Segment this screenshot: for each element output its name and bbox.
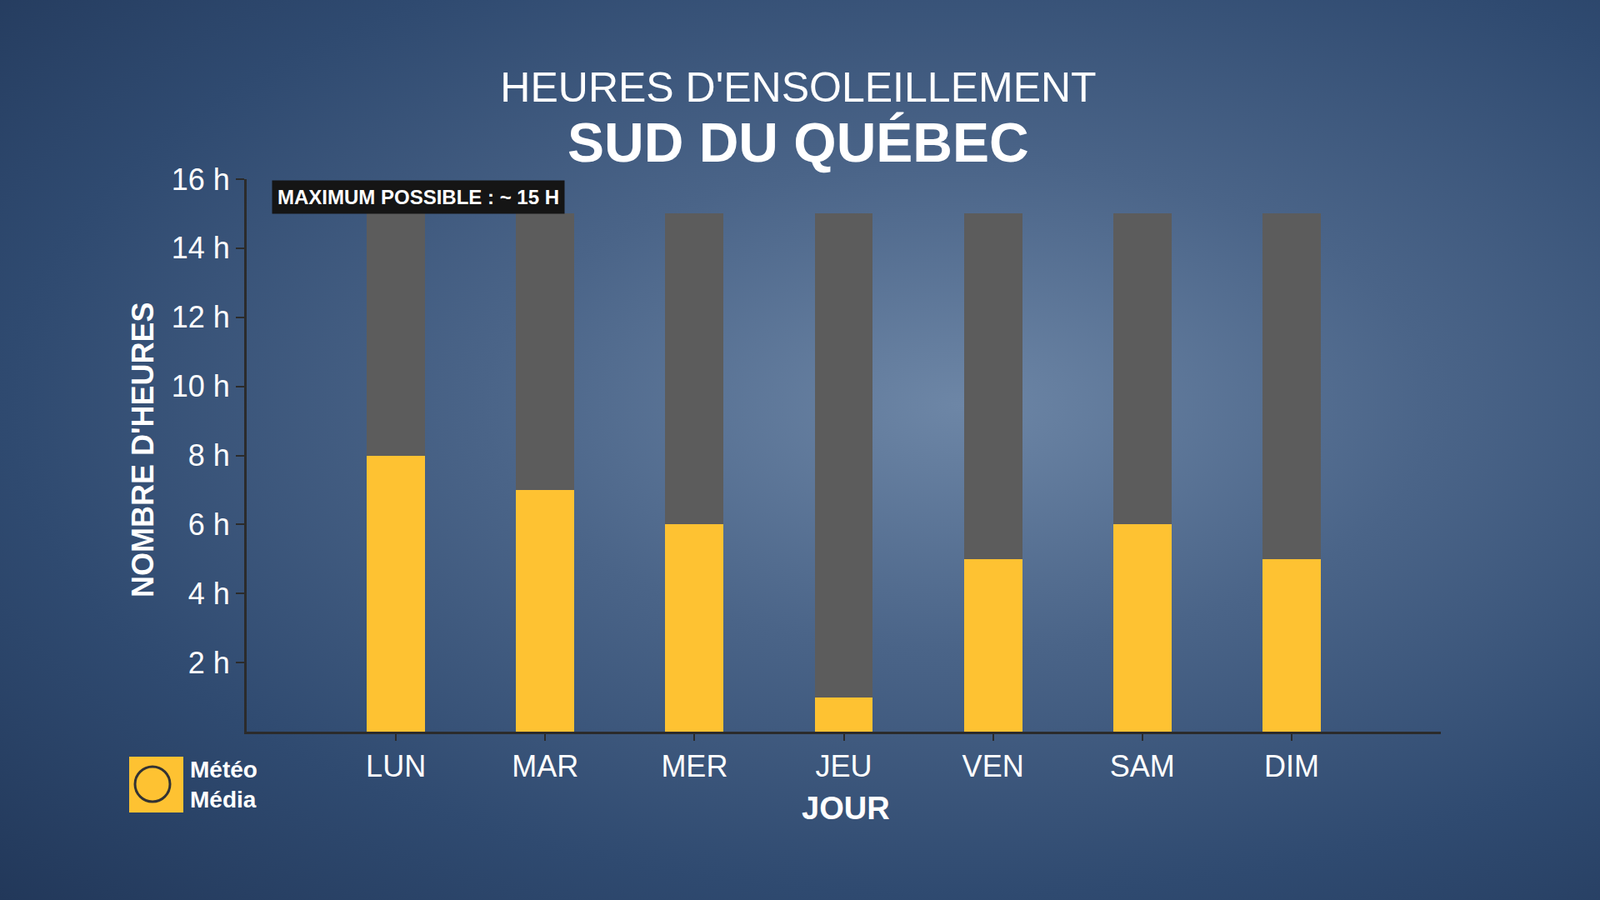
svg-text:VEN: VEN xyxy=(962,749,1025,784)
svg-text:4 h: 4 h xyxy=(188,576,230,611)
svg-text:14 h: 14 h xyxy=(171,230,230,265)
svg-text:2 h: 2 h xyxy=(188,645,230,680)
svg-text:MAR: MAR xyxy=(511,749,579,784)
svg-text:DIM: DIM xyxy=(1264,749,1320,784)
svg-text:HEURES D'ENSOLEILLEMENT: HEURES D'ENSOLEILLEMENT xyxy=(500,64,1096,111)
svg-text:SUD DU QUÉBEC: SUD DU QUÉBEC xyxy=(567,111,1030,174)
svg-text:MER: MER xyxy=(660,749,728,784)
svg-text:NOMBRE D'HEURES: NOMBRE D'HEURES xyxy=(125,301,160,598)
svg-text:10 h: 10 h xyxy=(171,369,230,404)
svg-text:JOUR: JOUR xyxy=(801,790,890,826)
svg-text:6 h: 6 h xyxy=(188,507,230,542)
svg-text:LUN: LUN xyxy=(365,749,426,784)
svg-text:MétéoMédia: MétéoMédia xyxy=(190,756,258,813)
svg-text:MAXIMUM POSSIBLE : ~ 15 H: MAXIMUM POSSIBLE : ~ 15 H xyxy=(277,185,560,209)
svg-text:SAM: SAM xyxy=(1110,749,1175,784)
svg-text:8 h: 8 h xyxy=(188,438,230,473)
svg-text:12 h: 12 h xyxy=(171,300,230,335)
svg-text:JEU: JEU xyxy=(815,749,872,784)
svg-text:16 h: 16 h xyxy=(171,162,230,197)
